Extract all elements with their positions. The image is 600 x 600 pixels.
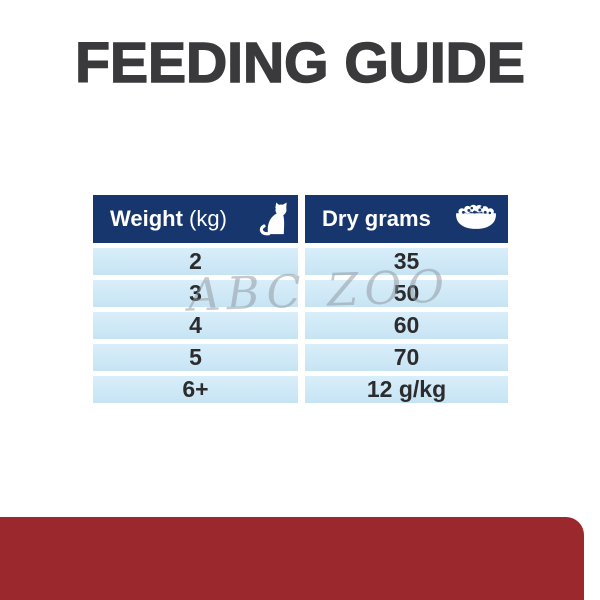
dry-grams-cell: 35: [305, 248, 508, 275]
weight-cell: 2: [93, 248, 298, 275]
food-bowl-icon: [456, 204, 496, 229]
column-header-dry-grams: Dry grams: [305, 195, 508, 243]
dry-grams-header-title: Dry grams: [322, 206, 431, 231]
weight-cell: 4: [93, 312, 298, 339]
weight-cell: 5: [93, 344, 298, 371]
kibble-dots: [461, 206, 492, 215]
dry-grams-cell: 60: [305, 312, 508, 339]
column-header-weight: Weight (kg): [93, 195, 298, 243]
weight-cell: 3: [93, 280, 298, 307]
dry-grams-header-label: Dry grams: [322, 206, 431, 232]
weight-header-title: Weight: [110, 206, 183, 231]
dry-grams-cell: 12 g/kg: [305, 376, 508, 403]
bottom-red-banner: [0, 517, 584, 600]
page-title: FEEDING GUIDE: [74, 31, 525, 95]
weight-cell: 6+: [93, 376, 298, 403]
dry-grams-cell: 50: [305, 280, 508, 307]
cat-icon: [259, 202, 287, 236]
dry-grams-cell: 70: [305, 344, 508, 371]
feeding-table: Weight (kg) Dry grams: [93, 195, 508, 403]
weight-header-suffix: (kg): [189, 206, 227, 231]
weight-header-label: Weight (kg): [110, 206, 227, 232]
